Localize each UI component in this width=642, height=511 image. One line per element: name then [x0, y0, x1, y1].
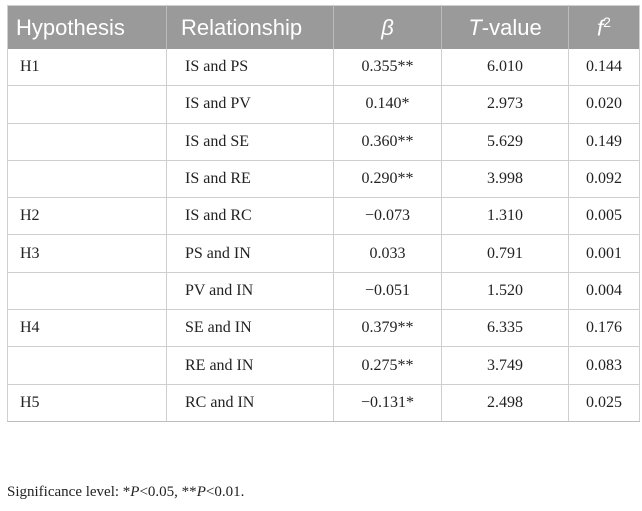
table-row: IS and RE 0.290** 3.998 0.092: [7, 159, 640, 198]
table-row: PV and IN −0.051 1.520 0.004: [7, 271, 640, 310]
cell-beta: 0.275**: [333, 346, 442, 385]
t-value-suffix: -value: [481, 14, 542, 40]
cell-f-squared: 0.176: [568, 309, 640, 347]
footnote-p1: P: [130, 484, 140, 500]
cell-hypothesis: [7, 85, 167, 124]
footnote-mid: <0.05, **: [139, 484, 197, 500]
cell-f-squared: 0.025: [568, 383, 640, 422]
table-row: H1 IS and PS 0.355** 6.010 0.144: [7, 49, 640, 86]
cell-relationship: IS and PS: [166, 49, 334, 86]
cell-relationship: RC and IN: [166, 383, 334, 422]
header-relationship: Relationship: [166, 5, 334, 49]
cell-f-squared: 0.144: [586, 58, 622, 76]
cell-hypothesis: [7, 346, 167, 385]
beta-symbol: β: [381, 14, 394, 40]
cell-hypothesis: [7, 122, 167, 161]
cell-relationship: SE and IN: [166, 309, 334, 347]
header-f-squared: f2: [568, 5, 640, 49]
table-row: H5 RC and IN −0.131* 2.498 0.025: [7, 383, 640, 422]
cell-relationship: IS and RC: [166, 197, 334, 235]
cell-t-value: 3.749: [441, 346, 569, 385]
cell-f-squared: 0.149: [568, 122, 640, 161]
t-letter: T: [468, 14, 482, 40]
cell-beta: 0.379**: [333, 309, 442, 347]
cell-beta: 0.290**: [333, 159, 442, 198]
f-letter: f: [597, 15, 604, 41]
header-hypothesis: Hypothesis: [7, 5, 167, 49]
f-superscript: 2: [603, 13, 611, 30]
cell-relationship: RE and IN: [166, 346, 334, 385]
cell-beta: 0.360**: [333, 122, 442, 161]
cell-hypothesis: [7, 271, 167, 310]
cell-hypothesis: H5: [7, 383, 167, 422]
cell-t-value: 2.498: [441, 383, 569, 422]
hypothesis-results-table: Hypothesis Relationship β T-value f2 H1 I…: [7, 5, 640, 422]
significance-footnote: Significance level: *P<0.05, **P<0.01.: [7, 484, 244, 501]
footnote-p2: P: [196, 484, 206, 500]
table-row: H3 PS and IN 0.033 0.791 0.001: [7, 234, 640, 273]
cell-t-value: 5.629: [441, 122, 569, 161]
cell-f-squared: 0.001: [568, 234, 640, 273]
cell-beta: 0.355**: [333, 49, 442, 86]
cell-f-squared: 0.004: [568, 271, 640, 310]
cell-f-squared: 0.005: [568, 197, 640, 235]
cell-f-squared: 0.092: [568, 159, 640, 198]
cell-t-value: 6.335: [441, 309, 569, 347]
cell-relationship: IS and SE: [166, 122, 334, 161]
footnote-end: <0.01.: [205, 484, 245, 500]
cell-beta: 0.140*: [333, 85, 442, 124]
cell-beta: 0.033: [333, 234, 442, 273]
cell-beta: −0.051: [333, 271, 442, 310]
cell-relationship: PS and IN: [166, 234, 334, 273]
cell-relationship: PV and IN: [166, 271, 334, 310]
cell-t-value: 1.310: [441, 197, 569, 235]
cell-t-value: 3.998: [441, 159, 569, 198]
header-beta: β: [333, 5, 442, 49]
cell-t-value: 1.520: [441, 271, 569, 310]
table-header: Hypothesis Relationship β T-value f2: [7, 5, 640, 49]
cell-hypothesis: H3: [7, 234, 167, 273]
cell-hypothesis: H4: [7, 309, 167, 347]
header-t-value: T-value: [441, 5, 569, 49]
table-row: IS and PV 0.140* 2.973 0.020: [7, 85, 640, 124]
footnote-prefix: Significance level: *: [7, 484, 131, 500]
cell-hypothesis: H2: [7, 197, 167, 235]
cell-t-value: 6.010: [441, 49, 569, 86]
cell-hypothesis: [7, 159, 167, 198]
table-body: H1 IS and PS 0.355** 6.010 0.144 IS and PV 0.1…: [7, 49, 640, 422]
results-table-container: Hypothesis Relationship β T-value f2 H1 I…: [7, 5, 640, 422]
header-row: Hypothesis Relationship β T-value f2: [7, 5, 640, 49]
table-row: H4 SE and IN 0.379** 6.335 0.176: [7, 309, 640, 347]
cell-relationship: IS and RE: [166, 159, 334, 198]
cell-t-value: 0.791: [441, 234, 569, 273]
cell-beta: −0.073: [333, 197, 442, 235]
cell-t-value: 2.973: [441, 85, 569, 124]
cell-relationship: IS and PV: [166, 85, 334, 124]
table-row: H2 IS and RC −0.073 1.310 0.005: [7, 197, 640, 235]
table-row: RE and IN 0.275** 3.749 0.083: [7, 346, 640, 385]
cell-hypothesis: H1: [7, 49, 167, 86]
cell-f-squared: 0.083: [568, 346, 640, 385]
cell-beta: −0.131*: [333, 383, 442, 422]
cell-f-squared: 0.020: [568, 85, 640, 124]
table-row: IS and SE 0.360** 5.629 0.149: [7, 122, 640, 161]
